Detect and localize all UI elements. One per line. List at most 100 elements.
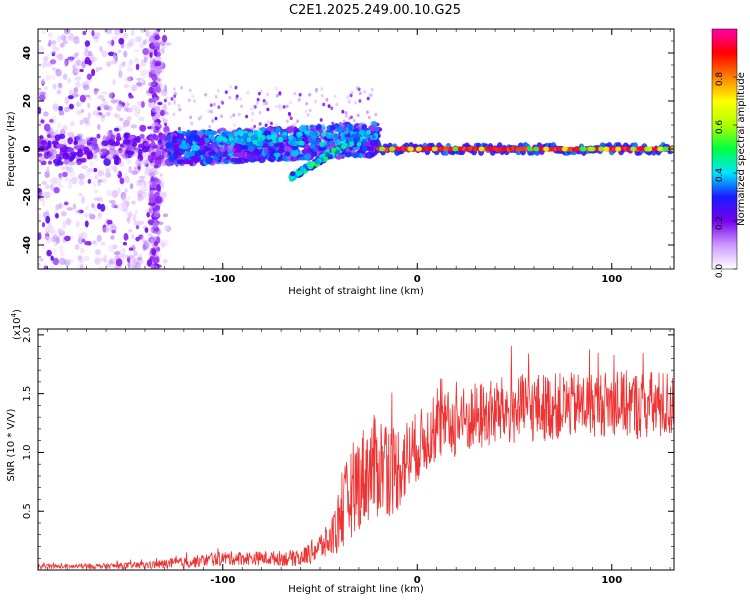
spectrogram-cell — [125, 255, 129, 259]
spectrogram-cell — [152, 221, 160, 229]
spectrogram-cell — [336, 154, 344, 159]
spectrogram-cell — [630, 146, 637, 152]
spectrogram-cell — [53, 242, 58, 247]
spectrogram-cell — [368, 146, 375, 152]
spectrogram-cell — [46, 224, 50, 231]
spectrogram-cell — [335, 102, 339, 107]
spectrogram-cell — [274, 104, 278, 109]
spectrogram-cell — [278, 136, 284, 142]
spectrogram-cell — [284, 151, 291, 157]
spectrogram-cell — [236, 139, 242, 145]
spectrogram-cell — [110, 99, 118, 104]
spectrogram-cell — [85, 206, 89, 210]
spectrogram-cell — [310, 161, 316, 167]
spectrogram-cell — [224, 90, 228, 94]
spectrogram-cell — [291, 124, 295, 129]
spectrogram-cell — [361, 138, 367, 144]
spectrogram-cell — [330, 147, 336, 153]
spectrogram-cell — [122, 32, 129, 39]
spectrogram-cell — [333, 133, 339, 139]
spectrogram-cell — [173, 94, 177, 98]
spectrogram-cell — [152, 256, 160, 264]
spectrogram-cell — [93, 88, 98, 95]
spectrogram-cell — [304, 153, 311, 160]
spectrogram-cell — [40, 139, 47, 146]
spectrogram-cell — [161, 191, 168, 199]
spectrogram-cell — [239, 97, 243, 101]
spectrogram-cell — [155, 149, 161, 157]
spectrogram-cell — [311, 151, 318, 157]
spectrogram-cell — [159, 173, 163, 177]
spectrogram-cell — [58, 257, 66, 265]
spectrogram-cell — [113, 127, 120, 132]
spectrogram-cell — [95, 67, 99, 73]
spectrogram-cell — [60, 34, 67, 41]
spectrogram-cell — [54, 213, 59, 219]
spectrogram-cell — [251, 111, 255, 116]
spectrogram-cell — [87, 112, 91, 120]
spectrogram-cell — [172, 135, 178, 144]
spectrogram-cell — [121, 61, 126, 67]
spectrogram-cell — [252, 104, 256, 109]
spectrogram-cell — [152, 96, 158, 105]
spectrogram-cell — [60, 211, 67, 217]
spectrogram-ylabel: Frequency (Hz) — [6, 111, 17, 187]
spectrogram-cell — [352, 118, 356, 123]
spectrogram-cell — [274, 86, 278, 91]
spectrogram-cell — [43, 235, 49, 240]
spectrogram-cell — [134, 148, 139, 154]
spectrogram-cell — [128, 165, 132, 174]
spectrogram-cell — [149, 172, 156, 177]
spectrogram-cell — [64, 177, 69, 182]
spectrogram-cell — [48, 39, 52, 47]
spectrogram-cell — [162, 213, 169, 218]
spectrogram-cell — [282, 105, 286, 109]
spectrogram-cell — [47, 140, 52, 149]
y-tick-label: 40 — [22, 46, 33, 60]
spectrogram-cell — [57, 82, 62, 88]
spectrogram-cell — [38, 94, 46, 101]
spectrogram-cell — [111, 203, 117, 209]
spectrogram-cell — [68, 33, 75, 41]
spectrogram-cell — [111, 190, 119, 198]
spectrogram-cell — [41, 222, 46, 228]
spectrogram-cell — [81, 195, 85, 204]
spectrogram-cell — [142, 70, 147, 79]
spectrogram-cell — [135, 158, 142, 167]
spectrogram-cell — [237, 112, 241, 117]
spectrogram-cell — [55, 68, 62, 77]
spectrogram-cell — [84, 94, 91, 98]
snr-y-ticks: 0.5 1.0 1.5 2.0 — [22, 327, 674, 559]
spectrogram-cell — [62, 73, 68, 80]
spectrogram-cell — [139, 42, 145, 49]
spectrogram-cell — [149, 57, 156, 63]
spectrogram-cell — [250, 156, 255, 163]
snr-frame — [37, 328, 675, 571]
spectrogram-cell — [135, 63, 140, 71]
spectrogram-cell — [39, 135, 44, 140]
spectrogram-cell — [311, 134, 317, 140]
spectrogram-cell — [170, 97, 174, 101]
colorbar-tick-label: 0.8 — [715, 72, 725, 87]
spectrogram-cell — [317, 146, 325, 151]
spectrogram-cell — [273, 152, 281, 158]
spectrogram-cell — [259, 89, 263, 93]
spectrogram-cell — [118, 64, 123, 72]
spectrogram-cell — [76, 38, 80, 45]
spectrogram-cell — [76, 263, 81, 269]
spectrogram-cell — [160, 133, 167, 140]
spectrogram-cell — [46, 249, 52, 257]
spectrogram-cell — [62, 152, 69, 160]
spectrogram-cell — [84, 45, 89, 52]
spectrogram-cell — [369, 139, 379, 147]
spectrogram-cell — [79, 263, 84, 269]
spectrogram-cell — [44, 184, 50, 190]
spectrogram-cell — [191, 94, 195, 98]
spectrogram-cell — [124, 212, 131, 216]
spectrogram-cell — [123, 106, 129, 112]
spectrogram-cell — [214, 152, 224, 158]
spectrogram-cell — [321, 123, 325, 127]
spectrogram-cell — [41, 242, 46, 250]
spectrogram-cell — [140, 100, 145, 108]
spectrogram-cell — [221, 131, 227, 137]
